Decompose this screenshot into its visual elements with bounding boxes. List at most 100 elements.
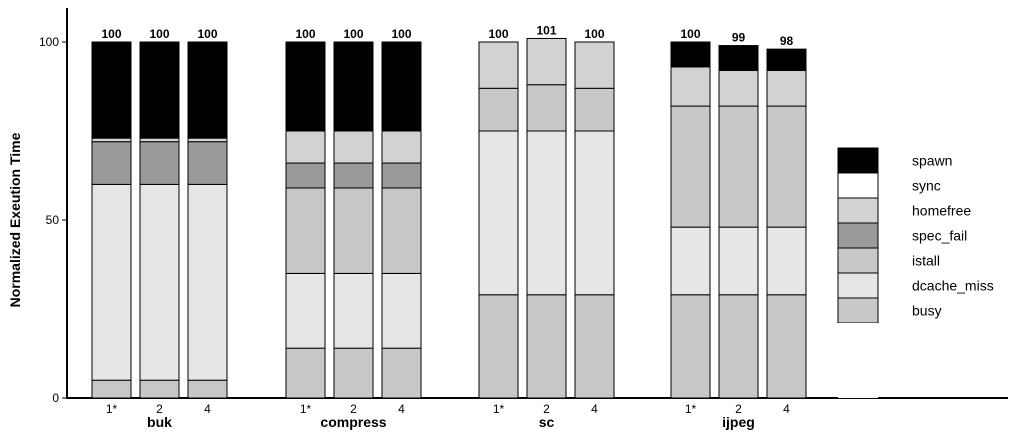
benchmark-label: compress	[320, 414, 386, 430]
bar-segment-busy	[478, 294, 519, 399]
bar-segment-spawn	[381, 41, 422, 132]
bar-segment-busy	[574, 294, 615, 399]
x-tick-label: 1*	[300, 402, 312, 416]
y-tick-label: 0	[52, 391, 59, 405]
bar-segment-dcache_miss	[478, 130, 519, 296]
bar-segment-istall	[670, 105, 711, 228]
bar-segment-dcache_miss	[718, 226, 759, 296]
bar-total-label: 100	[295, 27, 315, 41]
labels: 100 1* 100 2 100 4 buk 100 1* 100 2 100 4 compress 100…	[101, 23, 793, 430]
bar-segment-busy	[766, 294, 807, 399]
bar-segment-spec_fail	[333, 162, 374, 189]
bar-segment-dcache_miss	[285, 272, 326, 349]
bar-total-label: 100	[391, 27, 411, 41]
bar-segment-homefree	[766, 69, 807, 107]
x-tick-label: 1*	[493, 402, 505, 416]
legend-swatch-spec_fail	[837, 222, 879, 249]
bar-segment-homefree	[670, 66, 711, 107]
bar-total-label: 100	[584, 27, 604, 41]
bar-total-label: 100	[101, 27, 121, 41]
bar-segment-busy	[526, 294, 567, 399]
bar-total-label: 100	[488, 27, 508, 41]
bar-segment-busy	[381, 347, 422, 399]
legend-label-dcache_miss: dcache_miss	[912, 278, 994, 294]
bar-segment-homefree	[478, 41, 519, 89]
y-axis-label: Normalized Exeution Time	[7, 132, 23, 307]
bar-segment-homefree	[526, 37, 567, 86]
bar-segment-homefree	[574, 41, 615, 89]
legend-label-spec_fail: spec_fail	[912, 228, 967, 244]
bar-segment-busy	[670, 294, 711, 399]
x-tick-label: 1*	[685, 402, 697, 416]
x-tick-label: 2	[350, 402, 357, 416]
legend-swatch-homefree	[837, 197, 879, 224]
bar-total-label: 100	[680, 27, 700, 41]
bar-segment-homefree	[91, 137, 132, 143]
bar-total-label: 100	[343, 27, 363, 41]
bar-segment-istall	[766, 105, 807, 228]
bar-segment-dcache_miss	[187, 183, 228, 381]
bar-segment-busy	[187, 379, 228, 399]
bar-segment-spawn	[766, 48, 807, 71]
bar-segment-homefree	[333, 130, 374, 164]
legend-swatch-spawn	[837, 147, 879, 174]
bar-segment-homefree	[718, 69, 759, 107]
bar-segment-istall	[285, 187, 326, 274]
bar-segment-istall	[333, 187, 374, 274]
bar-segment-dcache_miss	[766, 226, 807, 296]
bar-segment-dcache_miss	[670, 226, 711, 296]
bar-segment-homefree	[187, 137, 228, 143]
x-tick-label: 4	[591, 402, 598, 416]
bar-total-label: 99	[732, 31, 746, 45]
bar-segment-spec_fail	[91, 141, 132, 185]
x-tick-label: 2	[156, 402, 163, 416]
legend-swatch-busy	[837, 297, 879, 324]
legend-swatch-dcache_miss	[837, 272, 879, 299]
x-tick-label: 4	[783, 402, 790, 416]
benchmark-label: buk	[147, 414, 172, 430]
bar-segment-spec_fail	[285, 162, 326, 189]
legend-label-sync: sync	[912, 178, 941, 194]
bar-segment-dcache_miss	[91, 183, 132, 381]
bar-total-label: 98	[780, 34, 794, 48]
bar-segment-homefree	[139, 137, 180, 143]
bar-segment-spawn	[91, 41, 132, 139]
bar-segment-dcache_miss	[574, 130, 615, 296]
legend-label-busy: busy	[912, 303, 942, 319]
benchmark-label: ijpeg	[722, 414, 755, 430]
x-tick-label: 1*	[106, 402, 118, 416]
bar-segment-spec_fail	[187, 141, 228, 185]
legend-label-istall: istall	[912, 253, 940, 269]
legend-label-homefree: homefree	[912, 203, 971, 219]
bar-segment-dcache_miss	[381, 272, 422, 349]
bar-segment-spawn	[718, 45, 759, 71]
legend-swatch-sync	[837, 172, 879, 199]
bar-segment-busy	[91, 379, 132, 399]
bar-segment-spec_fail	[139, 141, 180, 185]
bar-segment-homefree	[285, 130, 326, 164]
bar-total-label: 100	[149, 27, 169, 41]
bar-segment-istall	[526, 84, 567, 132]
bar-segment-spawn	[285, 41, 326, 132]
bar-segment-dcache_miss	[139, 183, 180, 381]
legend-column-blank	[838, 323, 878, 398]
x-tick-label: 4	[398, 402, 405, 416]
legend-label-spawn: spawn	[912, 153, 952, 169]
x-tick-label: 2	[735, 402, 742, 416]
bar-segment-spawn	[670, 41, 711, 68]
bar-total-label: 100	[197, 27, 217, 41]
bar-segment-spawn	[187, 41, 228, 139]
bar-segment-spec_fail	[381, 162, 422, 189]
x-tick-label: 2	[543, 402, 550, 416]
benchmark-label: sc	[539, 414, 555, 430]
bar-segment-istall	[574, 87, 615, 132]
bar-segment-istall	[381, 187, 422, 274]
bar-segment-busy	[718, 294, 759, 399]
bar-segment-dcache_miss	[526, 130, 567, 296]
bar-total-label: 101	[536, 23, 556, 37]
bar-segment-busy	[333, 347, 374, 399]
bar-segment-busy	[285, 347, 326, 399]
bar-segment-spawn	[333, 41, 374, 132]
